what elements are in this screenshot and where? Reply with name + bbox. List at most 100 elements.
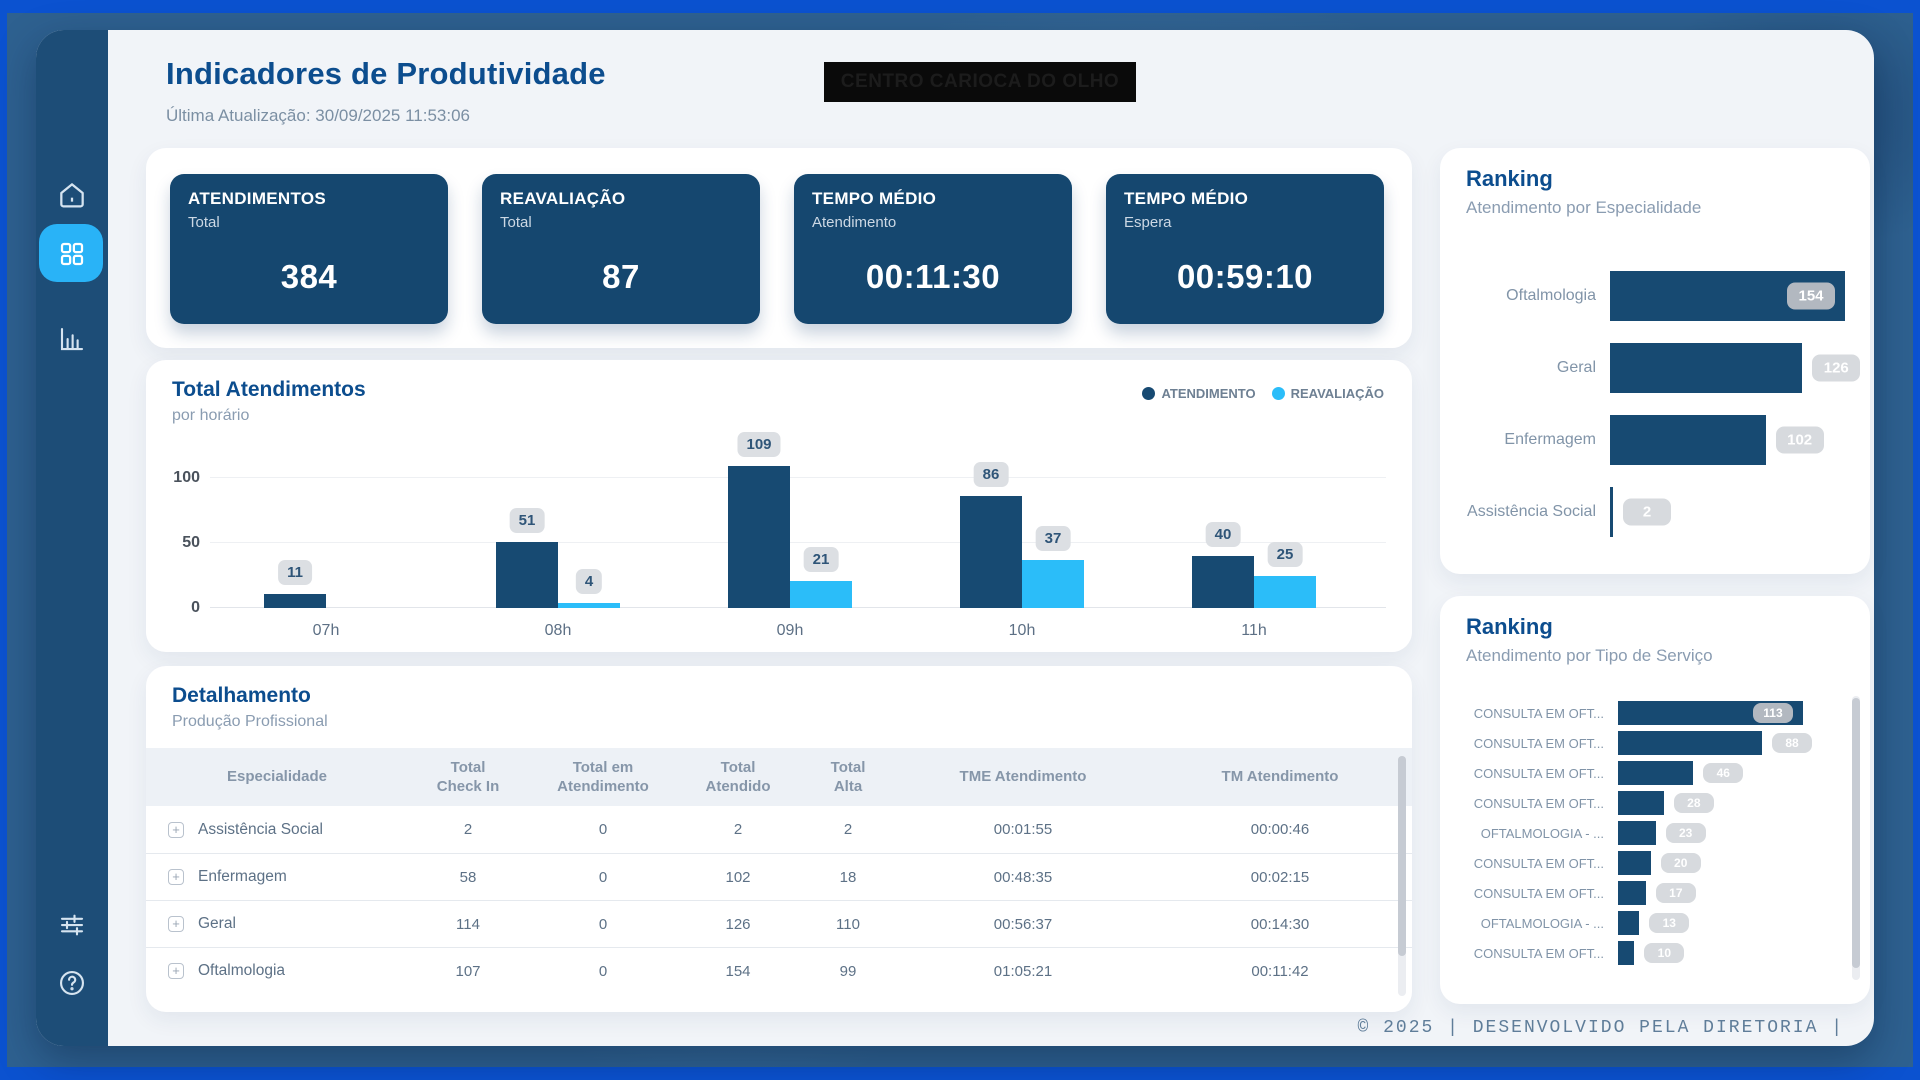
- row-especialidade: Oftalmologia: [198, 962, 286, 979]
- dashboard-grid-icon: [60, 242, 84, 266]
- bar-value-label: 37: [1035, 525, 1071, 551]
- bar-reavaliação-11h[interactable]: [1254, 575, 1316, 608]
- x-axis-label: 09h: [776, 622, 804, 639]
- ranking1-rows: Oftalmologia 154 Geral 126 Enfermagem 102 Assi…: [1460, 260, 1861, 548]
- bar-atendimento-09h[interactable]: [728, 466, 790, 608]
- expand-cell: +: [146, 916, 198, 932]
- sidebar-active-indicator: [39, 224, 103, 282]
- table-row[interactable]: + Enfermagem 58 0 102 18 00:48:35 00:02:15: [146, 853, 1412, 900]
- ranking-value-label: 102: [1775, 426, 1824, 454]
- row-especialidade: Assistência Social: [198, 820, 323, 838]
- row-value: 01:05:21: [993, 962, 1053, 980]
- kpi-title: ATENDIMENTOS: [188, 189, 327, 208]
- expand-row-icon[interactable]: +: [168, 963, 184, 979]
- ranking-bar-area: 46: [1618, 758, 1834, 788]
- ranking-value-label: 2: [1623, 498, 1672, 526]
- legend-dot: [1142, 387, 1156, 400]
- table-scrollbar: [1398, 756, 1406, 996]
- ranking-bar-5[interactable]: [1618, 851, 1651, 875]
- ranking-row: CONSULTA EM OFT... 28: [1460, 788, 1834, 818]
- expand-row-icon[interactable]: +: [168, 869, 184, 885]
- table-row[interactable]: + Geral 114 0 126 110 00:56:37 00:14:30: [146, 900, 1412, 947]
- kpi-value: 00:59:10: [1176, 258, 1314, 295]
- bar-value-label: 51: [509, 507, 545, 533]
- expand-cell: +: [146, 963, 198, 979]
- row-value: 0: [598, 915, 608, 933]
- bar-atendimento-07h[interactable]: [264, 593, 326, 608]
- table-column-header: Total Alta: [830, 758, 866, 796]
- bar-atendimento-08h[interactable]: [496, 541, 558, 608]
- bar-reavaliação-10h[interactable]: [1022, 559, 1084, 608]
- x-axis-label: 11h: [1241, 622, 1267, 639]
- table-scrollbar-thumb[interactable]: [1398, 756, 1406, 956]
- ranking1-subtitle: Atendimento por Especialidade: [1466, 198, 1702, 217]
- ranking-bar-1[interactable]: [1610, 343, 1803, 393]
- bar-reavaliação-09h[interactable]: [790, 580, 852, 608]
- ranking2-title: Ranking: [1466, 614, 1553, 639]
- sidebar: [36, 30, 108, 1046]
- ranking-row: CONSULTA EM OFT... 113: [1460, 698, 1834, 728]
- ranking-bar-7[interactable]: [1618, 911, 1640, 935]
- ranking-bar-3[interactable]: [1618, 791, 1664, 815]
- sidebar-item-home[interactable]: [36, 166, 108, 224]
- row-value: 2: [463, 821, 473, 838]
- last-update-label: Última Atualização: 30/09/2025 11:53:06: [166, 106, 471, 125]
- kpi-card-2[interactable]: REAVALIAÇÃO Total 87: [482, 174, 760, 324]
- x-axis-label: 08h: [544, 622, 572, 639]
- sidebar-item-reports[interactable]: [36, 310, 108, 368]
- row-value: 107: [455, 962, 481, 980]
- row-value: 2: [843, 821, 853, 838]
- bar-value-label: 4: [575, 568, 603, 594]
- table-row[interactable]: + Oftalmologia 107 0 154 99 01:05:21 00:11:42: [146, 947, 1412, 994]
- ranking-label: CONSULTA EM OFT...: [1473, 855, 1604, 871]
- sidebar-item-filters[interactable]: [36, 896, 108, 954]
- bar-atendimento-11h[interactable]: [1192, 556, 1254, 608]
- gridline-100: [210, 477, 1386, 478]
- bar-value-label: 21: [803, 546, 839, 572]
- ranking-row: CONSULTA EM OFT... 10: [1460, 938, 1834, 968]
- chart-subtitle: por horário: [172, 407, 250, 424]
- ranking2-scrollbar-thumb[interactable]: [1852, 698, 1860, 968]
- kpi-card-4[interactable]: TEMPO MÉDIO Espera 00:59:10: [1106, 174, 1384, 324]
- expand-row-icon[interactable]: +: [168, 916, 184, 932]
- sliders-icon: [60, 914, 84, 936]
- row-value: 99: [839, 962, 857, 980]
- ranking-bar-6[interactable]: [1618, 881, 1646, 905]
- ranking-bar-area: 126: [1610, 332, 1861, 404]
- y-axis-tick: 0: [191, 599, 200, 616]
- table-header-row: Especialidade Total Check In Total em Aten…: [146, 748, 1412, 806]
- y-axis-tick: 50: [182, 534, 200, 551]
- ranking-value-label: 154: [1787, 282, 1835, 310]
- ranking-row: CONSULTA EM OFT... 88: [1460, 728, 1834, 758]
- row-especialidade: Geral: [198, 915, 236, 932]
- bar-atendimento-10h[interactable]: [960, 496, 1022, 608]
- ranking-row: Assistência Social 2: [1460, 476, 1848, 548]
- sidebar-item-dashboard[interactable]: [36, 225, 108, 283]
- kpi-value: 384: [280, 258, 338, 295]
- ranking-bar-area: 13: [1618, 908, 1834, 938]
- table-column-header: Total Atendido: [705, 758, 771, 796]
- row-value: 00:01:55: [993, 821, 1053, 838]
- kpi-card-3[interactable]: TEMPO MÉDIO Atendimento 00:11:30: [794, 174, 1072, 324]
- ranking-tipo-servico-panel: Ranking Atendimento por Tipo de Serviço …: [1440, 596, 1870, 1004]
- ranking-bar-2[interactable]: [1618, 761, 1694, 785]
- table-column-header: Total Check In: [436, 758, 500, 796]
- ranking-bar-3[interactable]: [1610, 487, 1614, 537]
- expand-row-icon[interactable]: +: [168, 821, 184, 838]
- ranking-bar-4[interactable]: [1618, 821, 1656, 845]
- ranking-bar-1[interactable]: [1618, 731, 1763, 755]
- ranking-bar-8[interactable]: [1618, 941, 1635, 965]
- ranking-label: OFTALMOLOGIA - ...: [1480, 915, 1604, 931]
- row-value: 0: [598, 962, 608, 980]
- kpi-card-1[interactable]: ATENDIMENTOS Total 384: [170, 174, 448, 324]
- sidebar-item-help[interactable]: [36, 954, 108, 1012]
- table-column-header: Total em Atendimento: [557, 758, 649, 796]
- table-row[interactable]: + Assistência Social 2 0 2 2 00:01:55 00:00:46: [146, 806, 1412, 853]
- footer-credits: © 2025 | DESENVOLVIDO PELA DIRETORIA |: [1357, 1018, 1844, 1038]
- kpi-row: ATENDIMENTOS Total 384 REAVALIAÇÃO Total 87 TE…: [170, 174, 1384, 324]
- ranking-label: Assistência Social: [1467, 503, 1596, 520]
- bar-value-label: 40: [1205, 522, 1241, 547]
- row-especialidade: Enfermagem: [198, 868, 287, 885]
- bar-reavaliação-08h[interactable]: [558, 602, 620, 608]
- ranking-bar-2[interactable]: [1610, 415, 1766, 465]
